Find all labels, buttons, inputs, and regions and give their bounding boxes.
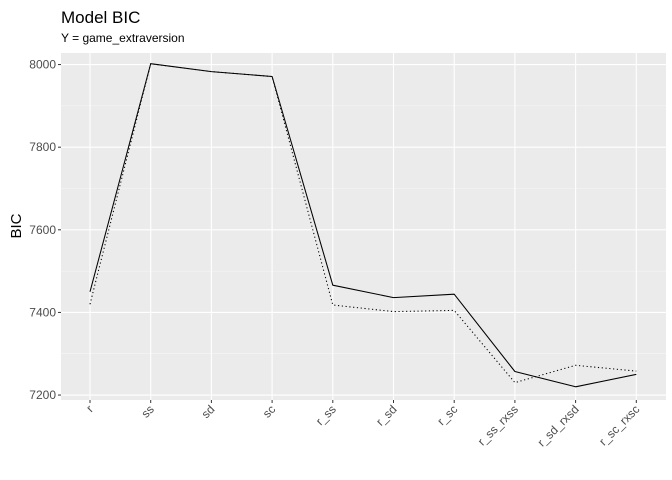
x-tick-label: r — [83, 402, 96, 415]
y-tick-label: 7800 — [29, 140, 56, 154]
y-tick-label: 7400 — [29, 305, 56, 319]
y-axis-label: BIC — [8, 213, 25, 238]
y-tick-label: 7200 — [29, 388, 56, 402]
x-tick-label: r_ss_rxss — [475, 402, 521, 448]
x-tick-label: sc — [260, 402, 278, 420]
chart-subtitle: Y = game_extraversion — [61, 31, 185, 45]
x-tick-label: r_sc_rxsc — [596, 402, 642, 448]
x-tick-label: r_ss — [313, 402, 339, 428]
x-tick-label: r_sc — [434, 402, 460, 428]
chart-title: Model BIC — [61, 8, 140, 27]
y-tick-label: 8000 — [29, 58, 56, 72]
x-tick-label: r_sd — [373, 402, 399, 428]
y-tick-label: 7600 — [29, 223, 56, 237]
x-tick-label: ss — [138, 402, 156, 420]
x-tick-label: r_sd_rxsd — [535, 402, 582, 449]
x-axis: r ss sd sc r_ss r_sd r_sc r_ss_rxss r_sd_rxsd r_s… — [83, 400, 642, 449]
x-tick-label: sd — [199, 402, 218, 421]
y-axis: 7200 7400 7600 7800 8000 — [29, 58, 61, 402]
